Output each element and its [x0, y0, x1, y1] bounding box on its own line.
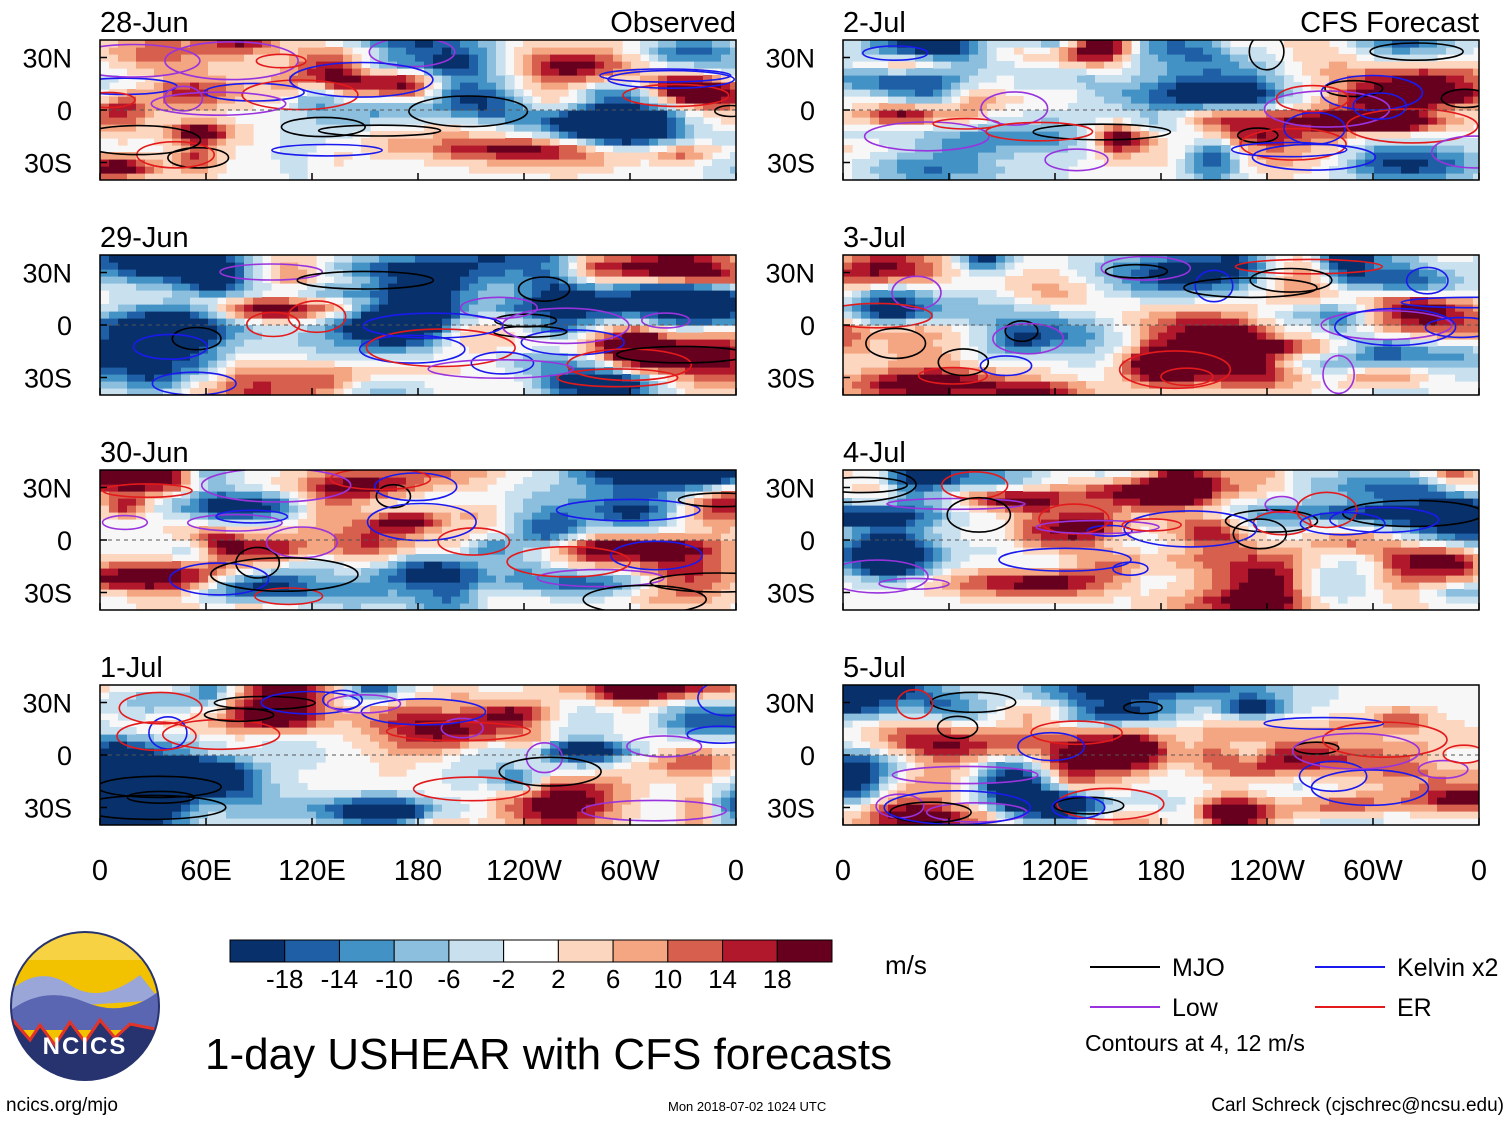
shear-field	[67, 38, 747, 181]
panel-date: 5-Jul	[843, 652, 906, 684]
y-tick-label: 30S	[24, 579, 72, 609]
panel-1-jul: 30N 0 30S 1-Jul	[22, 652, 757, 826]
colorbar-swatch	[613, 940, 668, 962]
shear-field	[100, 468, 788, 613]
shear-field	[778, 467, 1484, 611]
y-tick-label: 30S	[767, 579, 815, 609]
x-tick-label: 60E	[923, 855, 975, 887]
y-tick-label: 0	[800, 741, 815, 771]
y-tick-label: 0	[57, 741, 72, 771]
colorbar-label: -18	[266, 964, 304, 994]
y-tick-label: 30N	[22, 474, 72, 504]
timestamp: Mon 2018-07-02 1024 UTC	[668, 1099, 826, 1114]
x-tick-label: 120E	[1021, 855, 1089, 887]
colorbar-swatch	[285, 940, 340, 962]
colorbar-swatch	[558, 940, 613, 962]
y-tick-label: 30N	[765, 259, 815, 289]
panel-date: 28-Jun	[100, 7, 189, 39]
y-tick-label: 30N	[765, 689, 815, 719]
colorbar-swatch	[777, 940, 832, 962]
y-tick-label: 0	[57, 96, 72, 126]
colorbar-swatch	[230, 940, 285, 962]
shear-field	[78, 680, 757, 825]
x-tick-label: 0	[728, 855, 744, 887]
figure-title: 1-day USHEAR with CFS forecasts	[205, 1030, 892, 1080]
panel-28-jun: 30N 0 30S 28-Jun Observed	[22, 7, 747, 181]
colorbar-label: 14	[708, 964, 737, 994]
y-tick-label: 30N	[22, 689, 72, 719]
y-tick-label: 0	[57, 311, 72, 341]
website-link[interactable]: ncics.org/mjo	[6, 1095, 118, 1117]
colorbar-label: 10	[653, 964, 682, 994]
y-tick-label: 30S	[767, 149, 815, 179]
colorbar-swatch	[668, 940, 723, 962]
y-tick-label: 30N	[22, 259, 72, 289]
panel-date: 30-Jun	[100, 437, 189, 469]
colorbar-swatch	[504, 940, 559, 962]
logo-text: NCICS	[43, 1033, 128, 1060]
panel-date: 29-Jun	[100, 222, 189, 254]
colorbar-units: m/s	[885, 950, 927, 981]
colorbar-label: 6	[606, 964, 620, 994]
colorbar-swatch	[449, 940, 504, 962]
legend-label: Low	[1172, 994, 1219, 1022]
x-tick-label: 180	[1137, 855, 1185, 887]
legend-label: ER	[1397, 994, 1432, 1022]
contour-note: Contours at 4, 12 m/s	[1085, 1030, 1305, 1057]
colorbar-label: -6	[437, 964, 460, 994]
x-tick-label: 0	[1471, 855, 1487, 887]
panel-label: CFS Forecast	[1300, 7, 1479, 39]
x-tick-label: 120W	[1229, 855, 1305, 887]
colorbar-label: -14	[321, 964, 359, 994]
shear-field	[843, 34, 1510, 181]
x-tick-label: 120W	[486, 855, 562, 887]
colorbar-label: -2	[492, 964, 515, 994]
panel-4-jul: 30N 0 30S 4-Jul	[765, 437, 1483, 611]
colorbar: -18 -14 -10 -6 -2 2 6 10 14 18	[230, 940, 832, 994]
colorbar-swatch	[394, 940, 449, 962]
y-tick-label: 30N	[22, 44, 72, 74]
x-tick-label: 180	[394, 855, 442, 887]
panel-label: Observed	[610, 7, 736, 39]
y-tick-label: 30S	[24, 794, 72, 824]
y-tick-label: 0	[800, 96, 815, 126]
ncics-logo: NCICS	[11, 932, 160, 1090]
x-tick-label: 60W	[600, 855, 660, 887]
x-tick-label: 120E	[278, 855, 346, 887]
y-tick-label: 30N	[765, 44, 815, 74]
y-tick-label: 0	[800, 526, 815, 556]
legend: MJO Kelvin x2 Low ER	[1090, 954, 1498, 1022]
colorbar-label: -10	[375, 964, 413, 994]
panel-5-jul: 30N 0 30S 5-Jul	[765, 652, 1484, 826]
panel-30-jun: 30N 0 30S 30-Jun	[22, 437, 788, 614]
panel-date: 1-Jul	[100, 652, 163, 684]
panel-date: 4-Jul	[843, 437, 906, 469]
y-tick-label: 30S	[767, 364, 815, 394]
y-tick-label: 0	[800, 311, 815, 341]
x-tick-label: 60W	[1343, 855, 1403, 887]
colorbar-swatch	[339, 940, 394, 962]
panel-29-jun: 30N 0 30S 29-Jun	[22, 222, 747, 396]
legend-label: MJO	[1172, 954, 1225, 982]
y-tick-label: 30S	[24, 364, 72, 394]
panel-3-jul: 30N 0 30S 3-Jul	[765, 222, 1510, 396]
colorbar-swatch	[723, 940, 778, 962]
colorbar-label: 18	[763, 964, 792, 994]
legend-label: Kelvin x2	[1397, 954, 1498, 982]
panel-date: 3-Jul	[843, 222, 906, 254]
y-tick-label: 30S	[767, 794, 815, 824]
panel-2-jul: 30N 0 30S 2-Jul CFS Forecast	[765, 7, 1510, 181]
x-tick-label: 0	[835, 855, 851, 887]
panel-date: 2-Jul	[843, 7, 906, 39]
author-credit: Carl Schreck (cjschrec@ncsu.edu)	[1211, 1095, 1504, 1117]
colorbar-label: 2	[551, 964, 565, 994]
x-tick-label: 60E	[180, 855, 232, 887]
y-tick-label: 30N	[765, 474, 815, 504]
x-tick-label: 0	[92, 855, 108, 887]
y-tick-label: 30S	[24, 149, 72, 179]
y-tick-label: 0	[57, 526, 72, 556]
